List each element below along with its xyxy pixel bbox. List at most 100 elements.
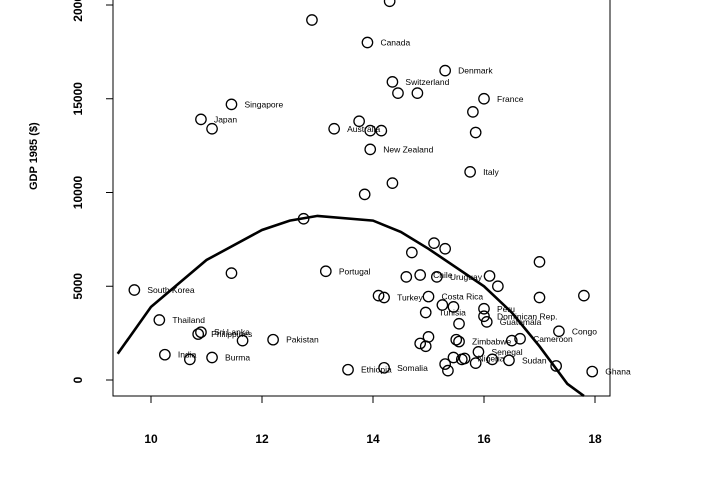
data-point bbox=[436, 299, 449, 311]
point-label: Uruguay bbox=[450, 272, 483, 282]
data-point bbox=[453, 335, 465, 348]
y-tick-label: 0 bbox=[71, 376, 85, 383]
data-point bbox=[372, 289, 385, 302]
data-point bbox=[505, 334, 518, 347]
data-point bbox=[225, 98, 238, 111]
data-point bbox=[422, 290, 435, 303]
data-point bbox=[364, 124, 377, 137]
data-point bbox=[375, 124, 388, 137]
data-point bbox=[225, 267, 238, 279]
data-point bbox=[267, 333, 279, 346]
y-tick-label: 5000 bbox=[71, 273, 85, 300]
data-point bbox=[469, 126, 482, 139]
data-point bbox=[450, 333, 463, 346]
point-label: South Korea bbox=[147, 285, 195, 295]
point-label: Guatemala bbox=[500, 317, 542, 327]
data-point bbox=[483, 270, 496, 282]
data-point bbox=[467, 106, 479, 118]
data-point bbox=[533, 291, 546, 304]
data-point bbox=[478, 92, 490, 105]
point-label: New Zealand bbox=[383, 144, 433, 154]
data-point bbox=[578, 289, 590, 302]
point-label: Singapore bbox=[244, 99, 283, 109]
data-point bbox=[428, 237, 440, 249]
data-point bbox=[405, 246, 418, 259]
point-label: Dominican Rep. bbox=[497, 311, 557, 321]
y-tick-label: 10000 bbox=[71, 175, 85, 209]
data-point bbox=[236, 334, 249, 347]
point-label: Italy bbox=[483, 167, 499, 177]
data-point bbox=[414, 269, 427, 281]
data-point bbox=[430, 271, 443, 283]
point-label: Ghana bbox=[605, 367, 631, 377]
data-point bbox=[514, 332, 526, 345]
point-label: Chile bbox=[433, 270, 453, 280]
data-point bbox=[439, 358, 451, 370]
point-label: Burma bbox=[225, 353, 250, 363]
data-point bbox=[419, 306, 432, 319]
point-label: Pakistan bbox=[286, 335, 319, 345]
data-point bbox=[319, 265, 332, 278]
data-point bbox=[297, 212, 310, 225]
x-tick-label: 16 bbox=[477, 432, 491, 446]
data-point bbox=[442, 364, 454, 377]
data-point bbox=[439, 64, 451, 77]
point-label: Portugal bbox=[339, 266, 371, 276]
data-point bbox=[464, 166, 476, 178]
x-tick-label: 12 bbox=[255, 432, 269, 446]
point-label: Philippines bbox=[211, 329, 252, 339]
data-point bbox=[478, 302, 490, 315]
point-label: Nigeria bbox=[478, 353, 505, 363]
data-point bbox=[414, 337, 427, 350]
point-label: Cameroon bbox=[533, 334, 573, 344]
point-label: Ethiopia bbox=[361, 365, 392, 375]
data-point bbox=[458, 352, 471, 365]
x-tick-label: 18 bbox=[588, 432, 602, 446]
data-point bbox=[447, 301, 460, 313]
point-label: Zimbabwe bbox=[472, 337, 511, 347]
fit-curve bbox=[116, 214, 585, 397]
data-point bbox=[328, 122, 340, 135]
x-tick-label: 10 bbox=[144, 432, 158, 446]
data-point bbox=[503, 354, 515, 367]
x-tick-label: 14 bbox=[366, 432, 380, 446]
point-label: Somalia bbox=[397, 363, 428, 373]
point-label: Congo bbox=[572, 326, 597, 336]
data-point bbox=[411, 87, 424, 99]
data-point bbox=[184, 353, 196, 366]
data-point bbox=[206, 122, 218, 135]
point-label: Thailand bbox=[172, 315, 205, 325]
data-point bbox=[353, 115, 365, 128]
point-label: Denmark bbox=[458, 66, 493, 76]
data-point bbox=[550, 360, 563, 372]
data-point bbox=[386, 76, 399, 88]
point-label: Switzerland bbox=[405, 77, 449, 87]
y-tick-label: 15000 bbox=[71, 82, 85, 116]
point-label: Turkey bbox=[397, 293, 423, 303]
data-point bbox=[422, 331, 435, 343]
data-point bbox=[478, 310, 490, 323]
data-point bbox=[192, 328, 205, 340]
data-point bbox=[400, 271, 413, 283]
data-point bbox=[486, 353, 499, 366]
data-point bbox=[378, 361, 390, 374]
data-point bbox=[586, 365, 599, 378]
point-label: Costa Rica bbox=[442, 292, 484, 302]
data-point bbox=[392, 87, 404, 99]
data-point bbox=[342, 363, 354, 376]
data-point bbox=[533, 256, 546, 268]
data-point bbox=[153, 314, 166, 326]
data-point bbox=[361, 36, 374, 49]
data-point bbox=[553, 325, 565, 338]
data-point bbox=[447, 351, 460, 364]
point-label: Australia bbox=[347, 124, 380, 134]
data-point bbox=[128, 284, 141, 296]
data-point bbox=[480, 316, 493, 328]
data-point bbox=[378, 291, 390, 304]
data-point bbox=[306, 14, 318, 26]
point-label: Peru bbox=[497, 304, 515, 314]
point-label: Japan bbox=[214, 114, 237, 124]
data-point bbox=[195, 326, 207, 339]
data-point bbox=[469, 357, 482, 369]
point-label: Senegal bbox=[491, 347, 522, 357]
